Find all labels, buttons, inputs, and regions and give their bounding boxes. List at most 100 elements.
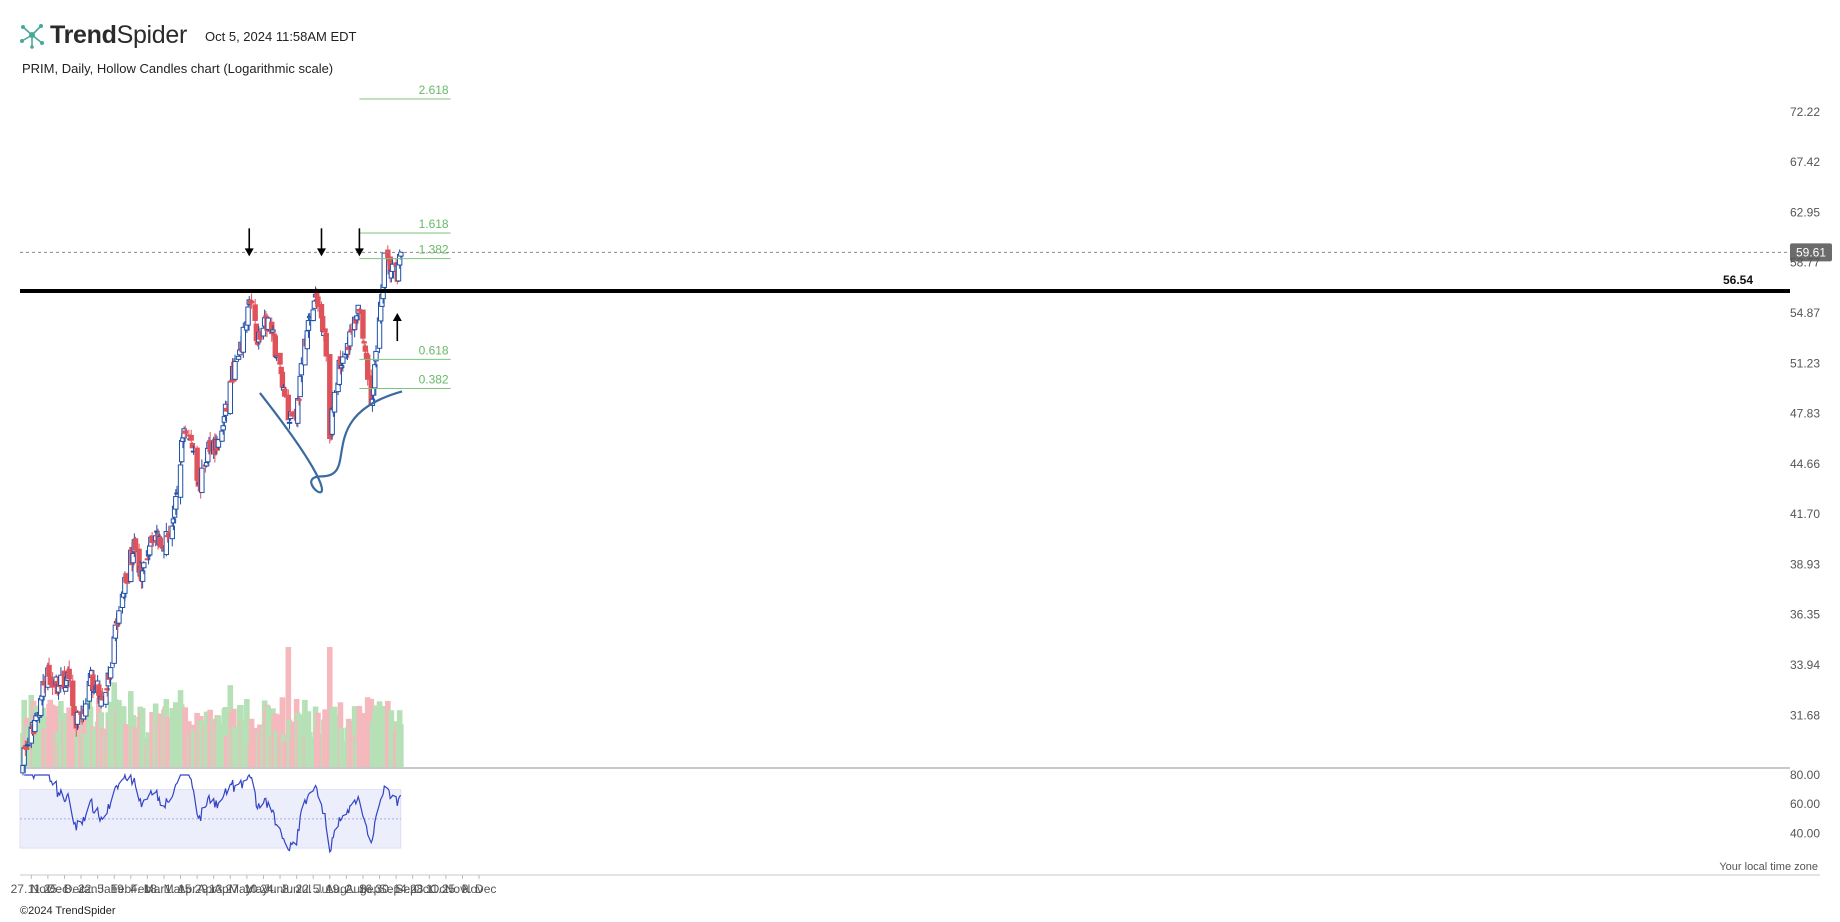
volume-bar [139,708,146,767]
x-tick-label: 2. Sep [346,882,381,896]
candle-body [189,442,196,449]
candle-body [130,552,136,564]
y-tick-label: 36.35 [1790,608,1820,622]
x-tick-label: 5. Feb [97,882,131,896]
y-tick-label: 54.87 [1790,306,1820,320]
x-tick-label: 8. Jan [65,882,98,896]
volume-bar [389,721,396,767]
volume-bar [141,737,147,767]
rsi-tick-label: 60.00 [1790,797,1820,811]
volume-bar [315,712,321,767]
candle-body [398,251,404,257]
candle-body [215,439,222,448]
x-tick-label: 25. Nov [442,882,483,896]
y-tick-label: 44.66 [1790,457,1820,471]
candle-body [282,388,288,397]
trendspider-logo-icon [20,24,44,49]
candle-body [271,333,277,336]
candle-body [245,306,251,326]
brand-suffix: Spider [116,20,188,49]
candle-body [70,680,76,707]
volume-bar [356,705,363,767]
candle-body [298,363,305,376]
volume-bar [99,728,106,767]
candle-body [381,252,387,288]
candle-body [361,341,367,344]
last-price-label: 59.61 [1796,245,1826,259]
candle-body [362,345,369,352]
x-tick-label: 22. Jul [296,882,331,896]
volume-bar [223,736,230,767]
candle-body [32,720,38,733]
candle-body [277,352,283,365]
volume-bar [199,720,205,767]
volume-bar [66,707,72,767]
candle-body [104,688,110,691]
x-tick-label: 19. Aug [326,882,367,896]
candle-body [173,496,179,510]
candle-body [177,464,184,498]
candle-body [219,430,225,442]
candle-body [360,309,366,339]
candle-body [163,531,170,556]
x-tick-label: 16. Sep [359,882,401,896]
volume-bars [20,647,1790,769]
x-tick-label: 22. Jan [78,882,117,896]
x-tick-label: 29. Apr [195,882,233,896]
x-tick-label: 24. Jun [260,882,299,896]
candle-body [203,462,210,467]
candle-body [323,332,329,357]
volume-bar [331,706,338,767]
arrow-head [392,313,402,322]
chart-header: TrendSpider Oct 5, 2024 11:58AM EDT PRIM… [0,0,1840,80]
price-chart[interactable]: 56.54 2.618 1.618 1.382 0.618 0.382 59.61 72.2… [0,0,1840,900]
x-tick-label: 25. Dec [44,882,85,896]
candle-body [83,703,89,717]
volume-bar [173,702,179,767]
x-tick-label: 9. Dec [462,882,497,896]
volume-bar [340,741,346,767]
candle-body [372,364,378,389]
fib-level-label: 1.382 [419,243,449,257]
brand-prefix: Trend [50,20,117,49]
candle-body [169,525,175,540]
candle-body [296,398,302,401]
x-tick-label: 11. Nov [426,882,466,896]
axes: 72.22 67.42 62.95 58.77 54.87 51.23 47.83 44.66… [11,105,1821,896]
candle-body [272,335,278,357]
cup-arc-annotation [259,390,403,494]
volume-bar [174,738,180,767]
fib-level-label: 0.382 [419,372,449,386]
y-tick-label: 33.94 [1790,658,1820,672]
fib-level-label: 0.618 [419,343,449,357]
candle-body [260,327,267,337]
volume-bar [273,730,280,767]
candle-body [310,309,316,322]
x-tick-label: 28. Oct [410,882,449,896]
y-tick-label: 51.23 [1790,356,1820,370]
volume-bar [257,724,263,767]
candle-body [154,530,160,533]
candle-body [194,447,200,481]
candle-body [139,570,146,582]
volume-bar [107,701,114,767]
candle-body [340,356,346,364]
volume-bar [265,705,271,767]
candle-body [235,355,242,360]
x-tick-label: 27. May [226,882,269,896]
volume-bar [298,721,305,767]
y-tick-label: 47.83 [1790,407,1820,421]
volume-bar [116,700,122,767]
volume-bar [91,728,97,767]
candle-body [221,416,228,423]
volume-bar [58,701,64,767]
x-tick-label: 18. Mar [144,882,185,896]
volume-bar [240,719,247,767]
x-tick-label: 19. Feb [110,882,151,896]
arrow-head [244,248,254,257]
candle-body [132,538,139,551]
volume-bar [281,741,288,767]
x-tick-label: 4. Mar [130,882,164,896]
volume-bar [381,711,388,767]
candle-body [25,744,31,747]
